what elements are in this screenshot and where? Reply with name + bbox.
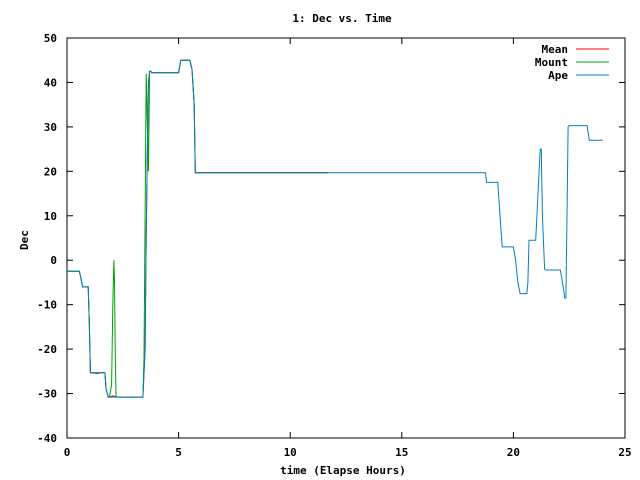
x-tick-label: 25 xyxy=(618,446,631,459)
y-tick-label: -10 xyxy=(37,299,57,312)
plot-frame xyxy=(66,37,626,439)
series-line-mount xyxy=(67,59,329,398)
y-tick-label: 20 xyxy=(44,165,57,178)
y-tick-label: -20 xyxy=(37,343,57,356)
x-tick-label: 15 xyxy=(395,446,408,459)
series-line-ape xyxy=(67,59,603,398)
x-tick-label: 0 xyxy=(64,446,71,459)
series-line-mean xyxy=(67,59,329,398)
y-tick-label: 40 xyxy=(44,76,57,89)
legend-label-mean: Mean xyxy=(542,43,569,56)
y-axis-ticks: -40 -30 -20 -10 0 10 20 30 40 50 xyxy=(37,32,625,445)
x-tick-label: 20 xyxy=(507,446,520,459)
y-tick-label: 10 xyxy=(44,210,57,223)
x-axis-label: time (Elapse Hours) xyxy=(280,464,406,477)
chart-title: 1: Dec vs. Time xyxy=(292,12,392,25)
y-tick-label: 30 xyxy=(44,121,57,134)
x-axis-ticks: 0 5 10 15 20 25 xyxy=(64,38,632,459)
series-lines xyxy=(67,59,603,398)
y-tick-label: 0 xyxy=(50,254,57,267)
y-tick-label: 50 xyxy=(44,32,57,45)
y-tick-label: -40 xyxy=(37,432,57,445)
y-tick-label: -30 xyxy=(37,388,57,401)
x-tick-label: 5 xyxy=(175,446,182,459)
legend-label-ape: Ape xyxy=(548,69,568,82)
y-axis-label: Dec xyxy=(18,230,31,250)
legend-label-mount: Mount xyxy=(535,56,568,69)
x-tick-label: 10 xyxy=(284,446,297,459)
